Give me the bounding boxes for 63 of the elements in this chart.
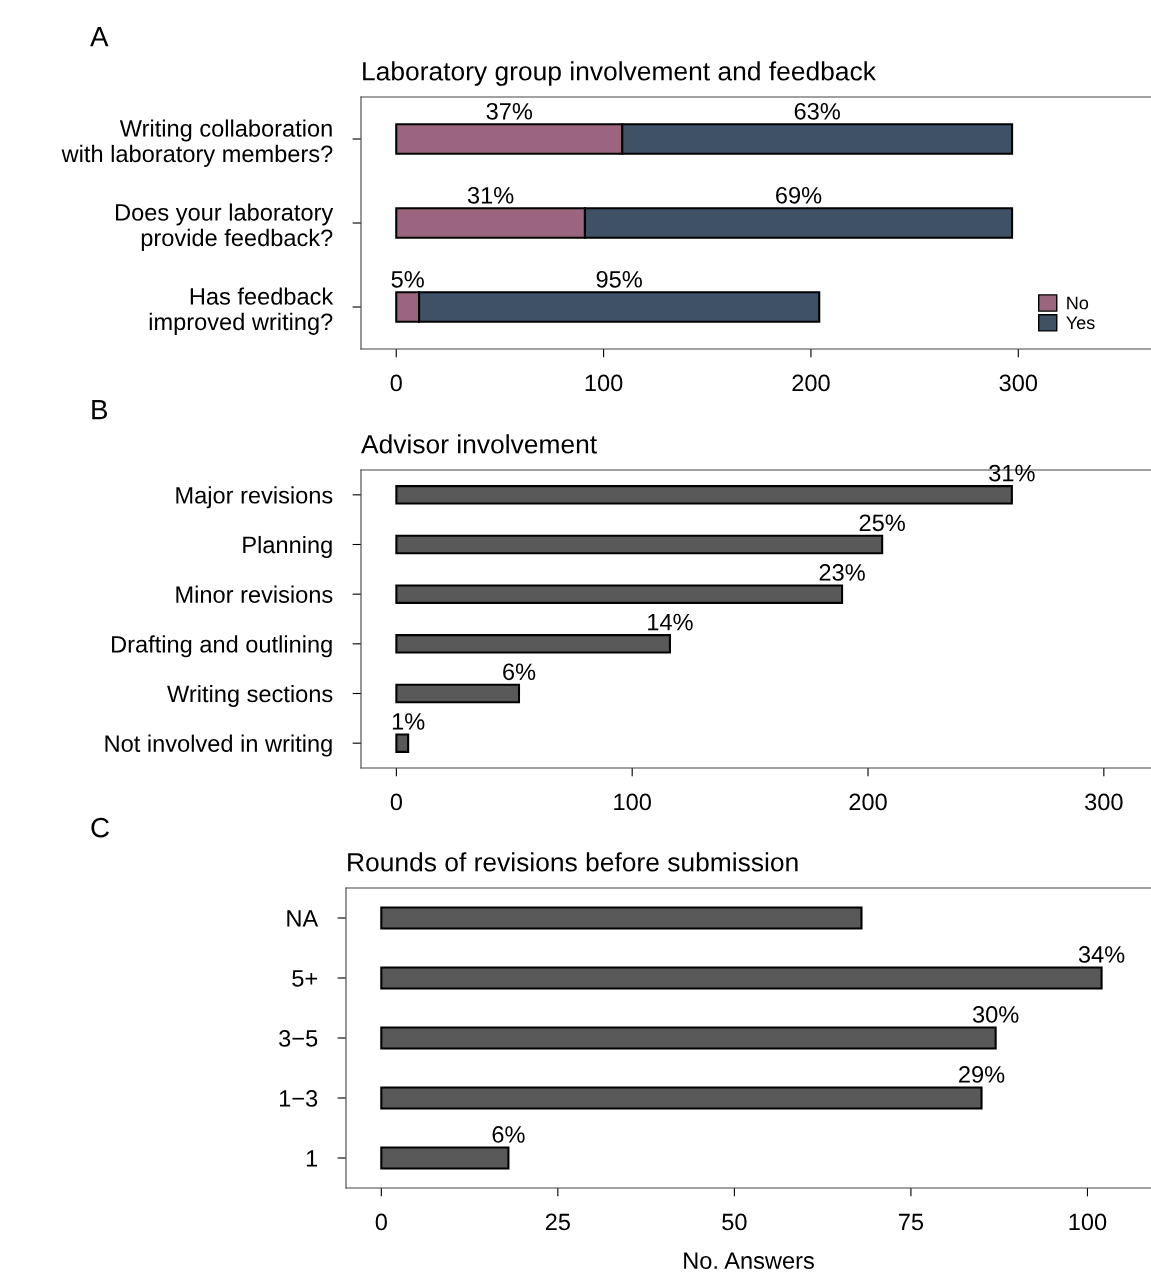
annotation: 69% xyxy=(776,186,822,204)
annotation: 14% xyxy=(648,613,693,631)
y-tick-label: Does your laboratory provide feedback? xyxy=(116,203,334,251)
bar xyxy=(395,634,671,654)
bar xyxy=(380,906,863,930)
y-tick-label: 1−3 xyxy=(279,1090,318,1107)
annotation: 6% xyxy=(503,663,536,681)
y-tick-label: Not involved in writing xyxy=(105,734,332,757)
annotation: 31% xyxy=(989,464,1035,482)
x-tick-label: 100 xyxy=(585,374,623,392)
x-tick-label: 200 xyxy=(849,793,887,811)
x-tick-label: 0 xyxy=(390,374,402,392)
x-tick-label: 300 xyxy=(1085,793,1123,811)
annotation: 37% xyxy=(486,102,533,120)
legend-label: No xyxy=(1067,296,1089,310)
bar xyxy=(395,733,410,753)
bar xyxy=(380,1146,510,1170)
annotation: 5% xyxy=(391,271,424,288)
annotation: 34% xyxy=(1078,946,1125,963)
bar xyxy=(395,534,884,555)
annotation: 1% xyxy=(392,713,425,730)
y-tick-label: 5+ xyxy=(292,970,318,987)
annotation: 29% xyxy=(959,1066,1005,1083)
x-tick-label: 200 xyxy=(792,374,830,392)
legend-label: Yes xyxy=(1066,316,1095,330)
y-tick-label: Writing sections xyxy=(167,684,333,707)
x-tick-label: 100 xyxy=(614,793,651,811)
bar xyxy=(395,683,521,704)
text: B xyxy=(92,400,108,420)
x-tick-label: 25 xyxy=(545,1213,570,1231)
y-tick-label: Drafting and outlining xyxy=(112,635,332,658)
y-tick-label: 3−5 xyxy=(279,1030,318,1047)
annotation: 25% xyxy=(859,514,905,532)
bar xyxy=(395,584,844,604)
y-tick-label: Minor revisions xyxy=(176,585,333,603)
x-axis-title: No. Answers xyxy=(684,1252,814,1270)
bar xyxy=(395,485,1013,505)
bar xyxy=(380,966,1103,990)
chart-title: Laboratory group involvement and feedback xyxy=(363,61,876,86)
annotation: 63% xyxy=(794,102,840,120)
x-tick-label: 0 xyxy=(375,1213,387,1231)
x-tick-label: 75 xyxy=(898,1213,924,1231)
text: A xyxy=(90,27,109,47)
chart-title: Advisor involvement xyxy=(361,434,597,454)
x-tick-label: 0 xyxy=(390,793,403,811)
y-tick-label: Major revisions xyxy=(176,486,333,509)
annotation: 30% xyxy=(972,1006,1019,1023)
annotation: 31% xyxy=(467,186,514,204)
x-tick-label: 300 xyxy=(999,374,1038,392)
x-tick-label: 100 xyxy=(1069,1213,1107,1231)
annotation: 95% xyxy=(596,270,642,288)
y-tick-label: Has feedback improved writing? xyxy=(149,287,334,335)
annotation: 6% xyxy=(492,1126,525,1143)
annotation: 23% xyxy=(819,564,865,581)
y-tick-label: Writing collaboration with laboratory members? xyxy=(61,119,333,167)
y-tick-label: Planning xyxy=(243,535,332,558)
y-tick-label: 1 xyxy=(306,1150,318,1167)
y-tick-label: NA xyxy=(287,910,319,927)
bar xyxy=(380,1026,997,1050)
x-tick-label: 50 xyxy=(722,1213,747,1231)
bar xyxy=(380,1086,983,1110)
chart-title: Rounds of revisions before submission xyxy=(348,852,798,872)
text: C xyxy=(91,817,109,838)
